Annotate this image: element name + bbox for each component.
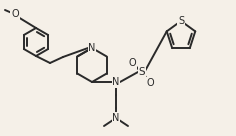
Text: O: O xyxy=(128,58,136,68)
Text: N: N xyxy=(112,77,120,87)
Text: N: N xyxy=(112,113,120,123)
Text: S: S xyxy=(178,16,184,26)
Text: N: N xyxy=(88,43,96,53)
Text: O: O xyxy=(11,9,19,19)
Text: S: S xyxy=(139,67,145,77)
Text: O: O xyxy=(146,78,154,88)
